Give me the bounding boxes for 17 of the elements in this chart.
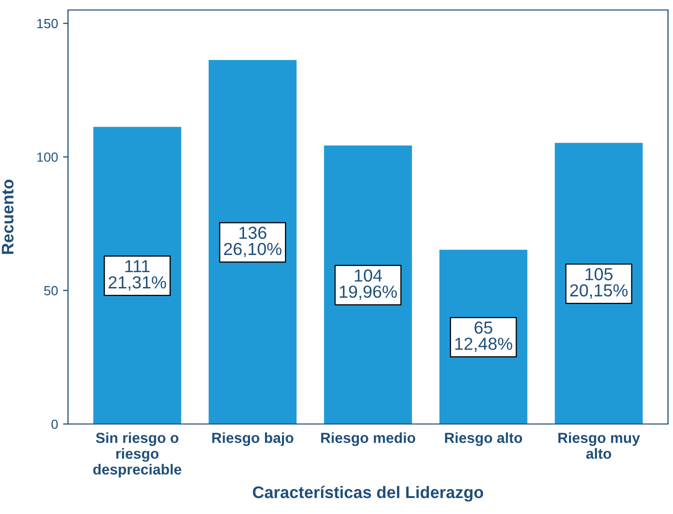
x-tick-label: Sin riesgo o riesgo despreciable xyxy=(93,432,182,478)
x-tick-label: Riesgo alto xyxy=(445,432,522,446)
data-label: 65 12,48% xyxy=(455,321,512,352)
data-label: 104 19,96% xyxy=(340,269,397,300)
data-label: 136 26,10% xyxy=(224,226,282,258)
bar xyxy=(208,60,297,424)
x-tick-label: Riesgo medio xyxy=(321,432,416,446)
y-tick-label: 0 xyxy=(51,420,58,429)
y-tick-label: 100 xyxy=(37,152,58,162)
x-tick-label: Riesgo muy alto xyxy=(558,432,640,459)
data-label: 105 20,15% xyxy=(570,268,628,299)
y-tick-label: 50 xyxy=(44,286,58,296)
x-tick-label: Riesgo bajo xyxy=(212,432,294,446)
x-axis-title: Características del Liderazgo xyxy=(252,486,484,502)
y-axis-title: Recuento xyxy=(2,180,14,254)
data-label: 111 21,31% xyxy=(108,260,166,291)
y-tick-label: 150 xyxy=(37,18,58,28)
